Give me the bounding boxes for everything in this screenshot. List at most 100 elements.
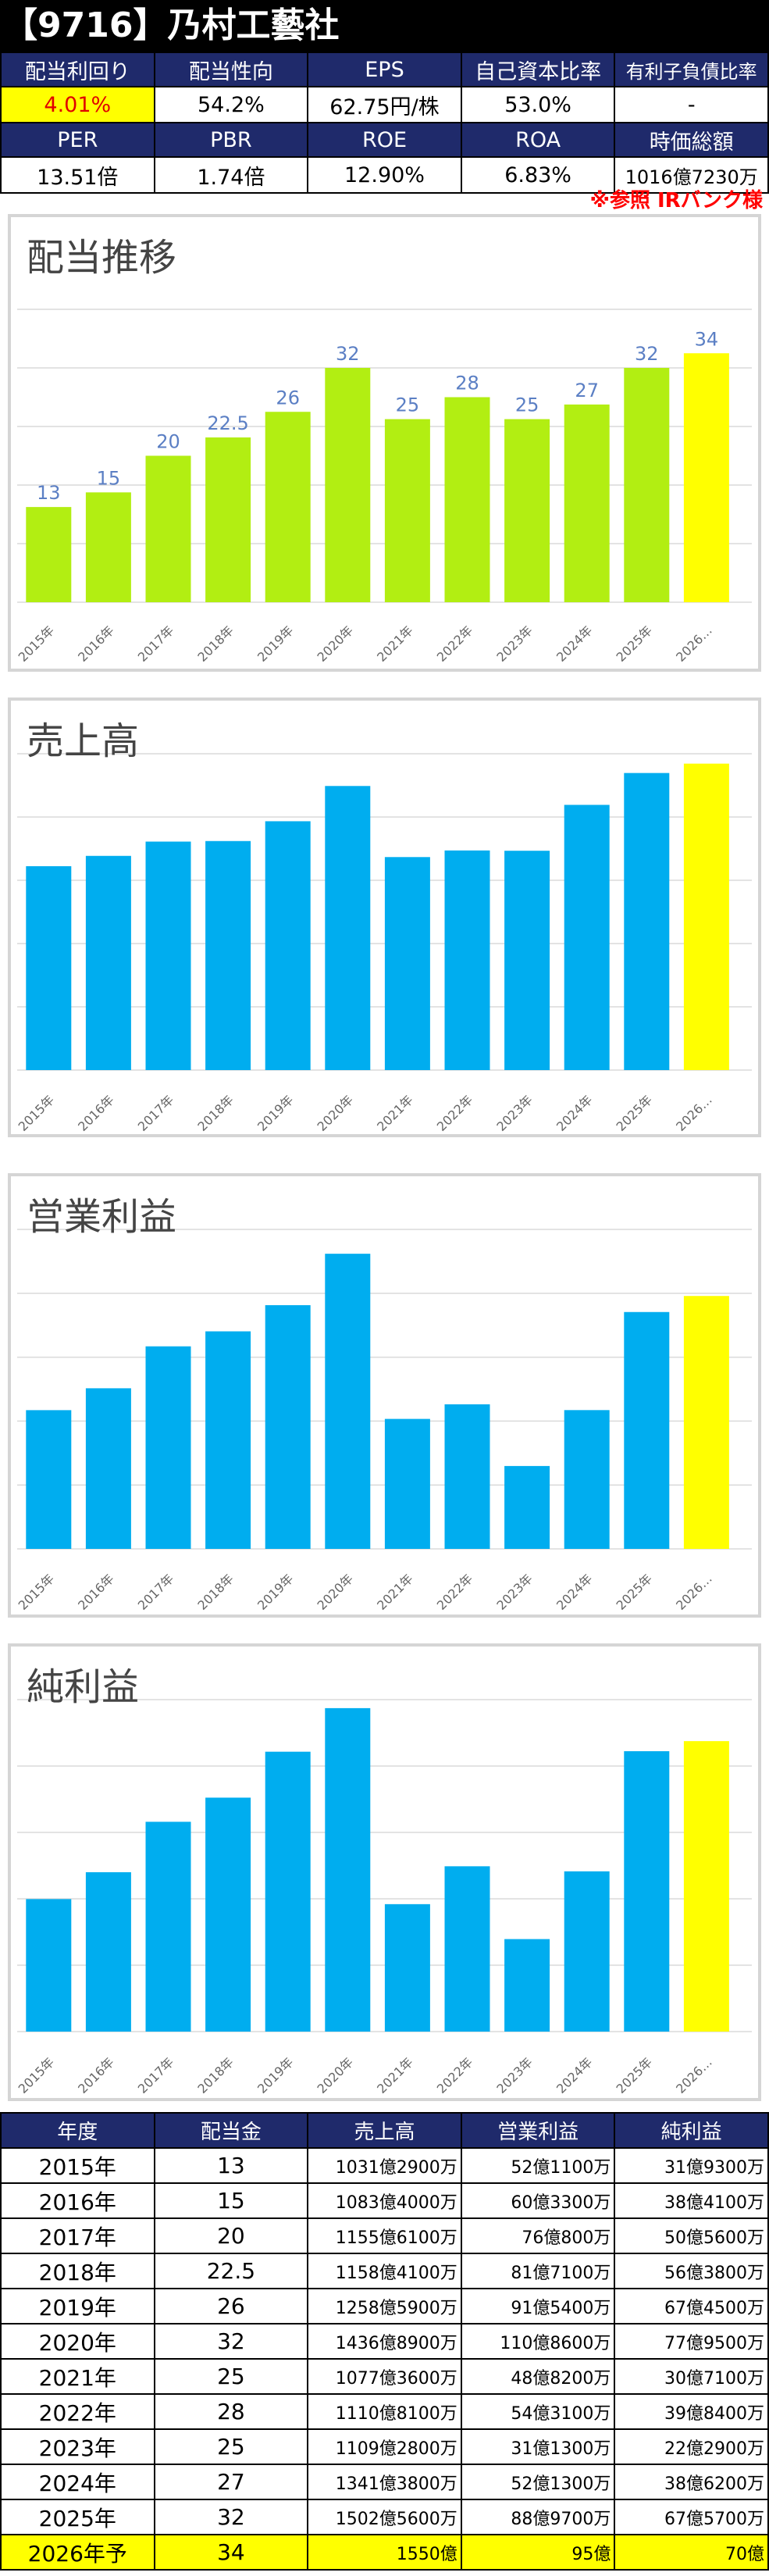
column-header: 営業利益 (460, 2112, 616, 2149)
bar (504, 419, 550, 602)
x-tick-label: 2020年 (315, 2054, 357, 2096)
bar (564, 404, 610, 602)
table-cell: 31億1300万 (460, 2428, 616, 2465)
metric-header: 配当利回り (0, 52, 155, 87)
bar (683, 763, 729, 1070)
x-tick-label: 2026… (673, 623, 715, 665)
chart-title: 営業利益 (27, 1195, 177, 1239)
bar (265, 412, 311, 602)
data-label: 13 (37, 482, 61, 504)
x-tick-label: 2022年 (434, 623, 476, 665)
table-row: 2024年 27 1341億3800万 52億1300万 38億6200万 (0, 2464, 769, 2500)
x-tick-label: 2023年 (493, 623, 536, 665)
table-cell: 1502億5600万 (307, 2499, 462, 2535)
x-tick-label: 2023年 (493, 1092, 536, 1134)
bar (384, 1418, 430, 1549)
x-tick-label: 2017年 (135, 2054, 177, 2096)
table-header-row: 年度 配当金 売上高 営業利益 純利益 (0, 2112, 769, 2149)
table-cell: 52億1300万 (460, 2464, 616, 2500)
chart-svg: 2015年 2016年 2017年 2018年 2019年 2020年 2021年 2022年… (16, 1699, 752, 2096)
x-tick-label: 2015年 (16, 1092, 58, 1134)
table-cell: 50億5600万 (614, 2217, 769, 2254)
table-row: 2025年 32 1502億5600万 88億9700万 67億5700万 (0, 2499, 769, 2535)
metrics-table: 配当利回り 配当性向 EPS 自己資本比率 有利子負債比率 4.01% 54.2… (0, 52, 769, 194)
bar (624, 368, 670, 602)
bar (683, 1741, 729, 2032)
table-cell: 13 (153, 2147, 309, 2184)
stock-title: 【9716】乃村工藝社 (0, 0, 769, 52)
bar (205, 1331, 251, 1549)
x-tick-label: 2015年 (16, 1571, 58, 1613)
table-cell: 1077億3600万 (307, 2358, 462, 2395)
data-label: 25 (515, 394, 539, 416)
bar (145, 841, 191, 1070)
column-header: 純利益 (614, 2112, 769, 2149)
x-tick-label: 2018年 (194, 2054, 237, 2096)
x-tick-label: 2017年 (135, 1571, 177, 1613)
x-tick-label: 2016年 (75, 1571, 117, 1613)
data-label: 25 (396, 394, 420, 416)
revenue-chart: 2015年 2016年 2017年 2018年 2019年 2020年 2021年 2022年… (8, 698, 761, 1137)
bar (444, 850, 490, 1070)
x-tick-label: 2017年 (135, 1092, 177, 1134)
table-cell: 28 (153, 2393, 309, 2430)
x-tick-label: 2026… (673, 1571, 715, 1613)
table-row: 2019年 26 1258億5900万 91億5400万 67億4500万 (0, 2288, 769, 2324)
bar (564, 805, 610, 1070)
table-cell: 32 (153, 2323, 309, 2360)
bar (85, 1388, 131, 1549)
x-tick-label: 2022年 (434, 1092, 476, 1134)
table-cell: 48億8200万 (460, 2358, 616, 2395)
data-label: 32 (336, 343, 360, 365)
bar (26, 1410, 72, 1549)
metric-header: 配当性向 (153, 52, 309, 87)
table-cell: 77億9500万 (614, 2323, 769, 2360)
bar (384, 1903, 430, 2032)
table-cell: 1110億8100万 (307, 2393, 462, 2430)
bar (444, 1404, 490, 1549)
table-cell: 2016年 (0, 2182, 155, 2219)
bar (26, 1899, 72, 2032)
table-cell: 25 (153, 2428, 309, 2465)
metric-header: 自己資本比率 (460, 52, 616, 87)
table-cell: 88億9700万 (460, 2499, 616, 2535)
x-tick-label: 2018年 (194, 623, 237, 665)
bar (85, 855, 131, 1070)
x-tick-label: 2025年 (614, 2054, 656, 2096)
bar (683, 353, 729, 602)
table-cell: 27 (153, 2464, 309, 2500)
bar (325, 1707, 371, 2032)
bar (265, 821, 311, 1070)
table-cell: 39億8400万 (614, 2393, 769, 2430)
x-tick-label: 2021年 (374, 623, 416, 665)
dividend-chart: 13 2015年 15 2016年 20 2017年 22.5 2018年 26 2019年 32 2… (8, 214, 761, 672)
x-tick-label: 2019年 (255, 2054, 297, 2096)
bar (683, 1296, 729, 1549)
table-row: 2020年 32 1436億8900万 110億8600万 77億9500万 (0, 2323, 769, 2360)
table-cell: 2018年 (0, 2253, 155, 2289)
bar (564, 1410, 610, 1549)
bar (325, 368, 371, 602)
bar (384, 857, 430, 1070)
table-cell: 2021年 (0, 2358, 155, 2395)
x-tick-label: 2019年 (255, 1571, 297, 1613)
x-tick-label: 2021年 (374, 2054, 416, 2096)
x-tick-label: 2021年 (374, 1571, 416, 1613)
table-cell: 70億 (614, 2534, 769, 2571)
x-tick-label: 2018年 (194, 1571, 237, 1613)
bar (145, 1346, 191, 1549)
metric-header: 時価総額 (614, 122, 769, 158)
x-tick-label: 2020年 (315, 1571, 357, 1613)
metric-header: PBR (153, 122, 309, 158)
table-cell: 25 (153, 2358, 309, 2395)
table-cell: 91億5400万 (460, 2288, 616, 2324)
chart-svg: 2015年 2016年 2017年 2018年 2019年 2020年 2021年 2022年… (16, 753, 752, 1134)
market-cap-value: 1016億7230万 (614, 156, 769, 194)
table-row: 2017年 20 1155億6100万 76億800万 50億5600万 (0, 2217, 769, 2254)
financial-table: 年度 配当金 売上高 営業利益 純利益 2015年 13 1031億2900万 52億… (0, 2112, 769, 2571)
roe-value: 12.90% (307, 156, 462, 194)
table-cell: 1436億8900万 (307, 2323, 462, 2360)
bar (564, 1871, 610, 2032)
chart-svg: 13 2015年 15 2016年 20 2017年 22.5 2018年 26 2019年 32 2… (16, 309, 752, 665)
x-tick-label: 2025年 (614, 623, 656, 665)
